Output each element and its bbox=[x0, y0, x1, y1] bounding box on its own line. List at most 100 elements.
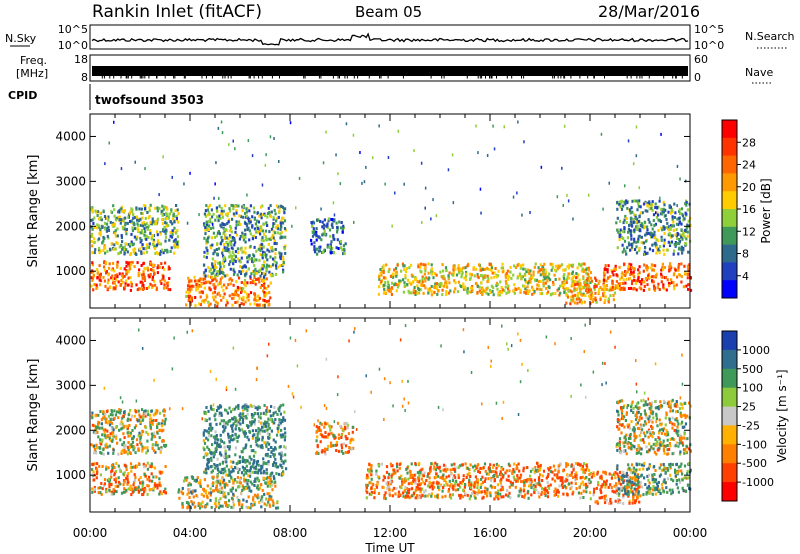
echo-cell bbox=[216, 441, 219, 445]
echo-cell bbox=[246, 435, 249, 439]
echo-cell bbox=[266, 248, 269, 252]
echo-cell bbox=[661, 228, 664, 232]
echo-cell bbox=[162, 155, 164, 159]
echo-cell bbox=[101, 241, 104, 245]
echo-cell bbox=[123, 487, 126, 491]
echo-cell bbox=[224, 274, 227, 278]
echo-cell bbox=[106, 445, 109, 449]
echo-cell bbox=[231, 487, 234, 491]
echo-cell bbox=[122, 432, 125, 436]
echo-cell bbox=[94, 248, 97, 252]
echo-cell bbox=[91, 423, 94, 427]
echo-cell bbox=[192, 501, 195, 505]
echo-cell bbox=[565, 278, 568, 281]
echo-cell bbox=[112, 451, 115, 455]
echo-cell bbox=[324, 452, 327, 456]
echo-cell bbox=[597, 282, 600, 286]
echo-cell bbox=[215, 248, 218, 251]
echo-cell bbox=[490, 264, 493, 268]
echo-cell bbox=[209, 281, 212, 285]
echo-cell bbox=[137, 485, 140, 489]
echo-cell bbox=[500, 473, 503, 477]
echo-cell bbox=[324, 233, 327, 237]
echo-cell bbox=[159, 448, 163, 452]
echo-cell bbox=[275, 219, 278, 223]
echo-cell bbox=[603, 267, 606, 271]
frequency-sample-tick bbox=[641, 76, 643, 79]
frequency-sample-tick bbox=[332, 76, 334, 79]
echo-cell bbox=[276, 231, 279, 235]
echo-cell bbox=[103, 215, 107, 218]
echo-cell bbox=[253, 302, 256, 306]
echo-cell bbox=[567, 289, 570, 293]
echo-cell bbox=[263, 299, 266, 302]
echo-cell bbox=[96, 462, 99, 466]
echo-cell bbox=[106, 227, 109, 230]
echo-cell bbox=[623, 200, 626, 204]
echo-cell bbox=[209, 451, 212, 455]
echo-cell bbox=[678, 246, 681, 250]
echo-cell bbox=[579, 288, 582, 292]
echo-cell bbox=[256, 471, 259, 475]
echo-cell bbox=[214, 430, 217, 434]
echo-cell bbox=[150, 472, 153, 476]
echo-cell bbox=[145, 237, 148, 241]
echo-cell bbox=[150, 237, 153, 241]
echo-cell bbox=[216, 304, 219, 308]
echo-cell bbox=[255, 299, 258, 303]
echo-cell bbox=[253, 227, 257, 231]
echo-cell bbox=[484, 274, 487, 277]
echo-cell bbox=[229, 224, 232, 228]
echo-cell bbox=[251, 237, 254, 241]
echo-cell bbox=[236, 462, 239, 465]
echo-cell bbox=[318, 426, 321, 429]
echo-cell bbox=[96, 276, 99, 280]
frequency-sample-tick bbox=[466, 76, 468, 79]
echo-cell bbox=[473, 494, 476, 498]
echo-cell bbox=[490, 276, 493, 280]
echo-cell bbox=[264, 424, 267, 428]
echo-cell bbox=[90, 240, 93, 243]
echo-cell bbox=[248, 221, 251, 225]
echo-cell bbox=[680, 222, 683, 226]
echo-cell bbox=[651, 243, 654, 247]
echo-cell bbox=[279, 232, 282, 236]
echo-cell bbox=[221, 425, 225, 429]
echo-cell bbox=[336, 421, 340, 425]
echo-cell bbox=[225, 421, 228, 425]
echo-cell bbox=[654, 244, 657, 248]
echo-cell bbox=[101, 438, 104, 442]
echo-cell bbox=[316, 435, 319, 439]
echo-cell bbox=[96, 470, 99, 474]
echo-cell bbox=[614, 268, 617, 271]
echo-cell bbox=[253, 418, 256, 422]
echo-cell bbox=[128, 430, 131, 434]
echo-cell bbox=[98, 232, 101, 236]
echo-cell bbox=[551, 266, 554, 270]
echo-cell bbox=[273, 259, 276, 263]
echo-cell bbox=[600, 287, 604, 291]
echo-cell bbox=[587, 274, 590, 278]
echo-cell bbox=[90, 270, 93, 274]
echo-cell bbox=[255, 460, 258, 464]
echo-cell bbox=[221, 461, 224, 465]
echo-cell bbox=[229, 240, 232, 244]
echo-cell bbox=[538, 468, 541, 472]
echo-cell bbox=[600, 132, 603, 136]
echo-cell bbox=[681, 233, 684, 237]
echo-cell bbox=[442, 276, 446, 280]
echo-cell bbox=[657, 248, 660, 252]
echo-cell bbox=[572, 283, 575, 287]
echo-cell bbox=[627, 267, 630, 271]
echo-cell bbox=[384, 280, 387, 284]
echo-cell bbox=[195, 494, 198, 497]
echo-cell bbox=[633, 248, 637, 251]
echo-cell bbox=[165, 224, 168, 228]
echo-cell bbox=[228, 447, 231, 451]
frequency-sample-tick bbox=[103, 76, 105, 79]
echo-cell bbox=[533, 478, 536, 482]
echo-cell bbox=[173, 219, 176, 223]
echo-cell bbox=[107, 229, 110, 232]
echo-cell bbox=[541, 474, 544, 478]
echo-cell bbox=[100, 422, 103, 426]
